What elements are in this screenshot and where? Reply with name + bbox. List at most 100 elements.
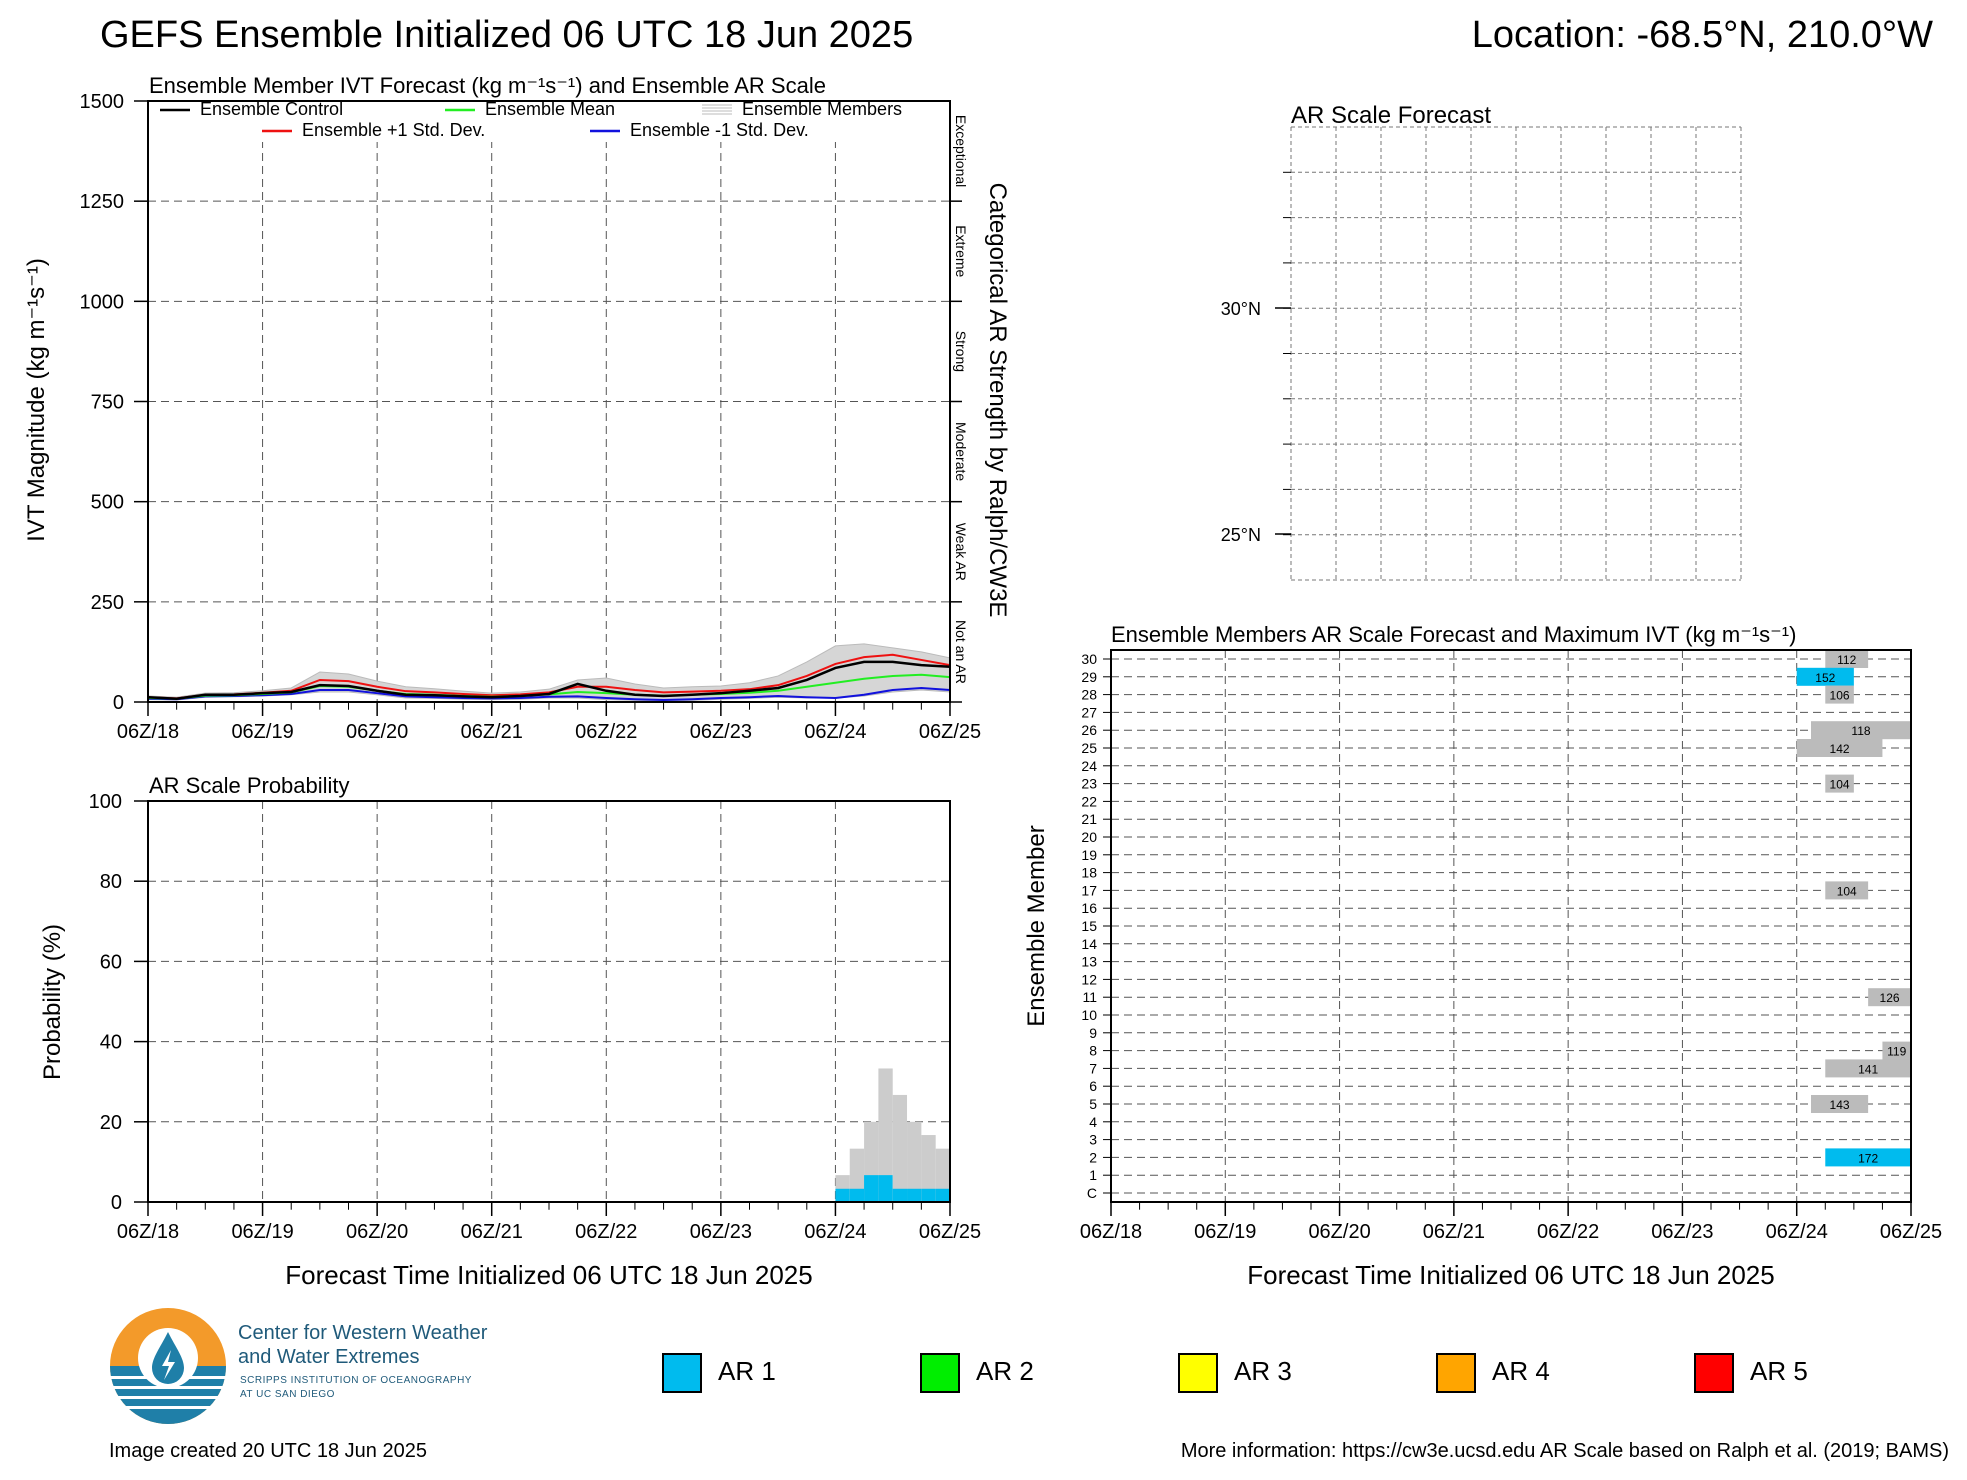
org-subtitle-line2: AT UC SAN DIEGO — [240, 1389, 335, 1400]
y-tick-label: 1000 — [80, 291, 125, 313]
x-tick-label: 06Z/20 — [1308, 1221, 1370, 1243]
location-title: Location: -68.5°N, 210.0°W — [1471, 14, 1933, 56]
member-event-bar — [1825, 650, 1869, 668]
lat-label-30n: 30°N — [1221, 299, 1261, 319]
x-tick-label: 06Z/22 — [1537, 1221, 1599, 1243]
legend-label: Ensemble Members — [742, 99, 902, 119]
org-name-line1: Center for Western Weather — [238, 1322, 488, 1344]
member-label: 28 — [1081, 687, 1097, 703]
member-max-ivt: 141 — [1858, 1062, 1878, 1076]
member-label: 19 — [1081, 847, 1097, 863]
ivt-chart: Ensemble Member IVT Forecast (kg m⁻¹s⁻¹)… — [23, 73, 1011, 743]
member-label: 12 — [1081, 971, 1097, 987]
ar-category-label: Not an AR — [953, 620, 969, 684]
member-event-bar — [1811, 721, 1911, 740]
prob-bar-ar1 — [849, 1188, 865, 1202]
y-tick-label: 750 — [91, 392, 124, 414]
footer-info: More information: https://cw3e.ucsd.edu … — [1180, 1440, 1949, 1462]
y-tick-label: 100 — [89, 791, 122, 813]
member-event-bar — [1825, 1148, 1911, 1167]
members-x-axis-label: Forecast Time Initialized 06 UTC 18 Jun … — [1247, 1260, 1774, 1290]
probability-chart-title: AR Scale Probability — [149, 773, 350, 798]
y-tick-label: 60 — [100, 951, 122, 973]
y-tick-label: 20 — [100, 1112, 122, 1134]
ivt-y-axis-label: IVT Magnitude (kg m⁻¹s⁻¹) — [23, 258, 50, 542]
map-grid — [1275, 126, 1742, 581]
ar-category-labels: Exceptional Extreme Strong Moderate Weak AR N… — [950, 115, 969, 703]
x-tick-label: 06Z/24 — [804, 1221, 866, 1243]
y-tick-label: 1250 — [80, 191, 125, 213]
x-tick-label: 06Z/19 — [231, 721, 293, 743]
member-max-ivt: 126 — [1880, 991, 1900, 1005]
member-event-bar — [1825, 881, 1869, 900]
member-label: 18 — [1081, 865, 1097, 881]
member-event-bar — [1811, 1095, 1869, 1113]
ar-strength-label: Categorical AR Strength by Ralph/CW3E — [984, 183, 1011, 618]
x-tick-label: 06Z/22 — [575, 1221, 637, 1243]
org-name-line2: and Water Extremes — [238, 1346, 420, 1368]
prob-bar-ar1 — [892, 1188, 908, 1202]
members-y-axis-label: Ensemble Member — [1023, 825, 1050, 1026]
x-tick-label: 06Z/19 — [231, 1221, 293, 1243]
member-label: 5 — [1089, 1096, 1097, 1112]
member-label: 17 — [1081, 882, 1097, 898]
member-max-ivt: 143 — [1830, 1098, 1850, 1112]
x-tick-label: 06Z/21 — [1423, 1221, 1485, 1243]
ivt-x-ticks: 06Z/18 06Z/19 06Z/20 06Z/21 06Z/22 06Z/23 06Z/… — [117, 702, 981, 743]
member-label: 22 — [1081, 793, 1097, 809]
legend-label: Ensemble Mean — [485, 99, 615, 119]
x-tick-label: 06Z/20 — [346, 1221, 408, 1243]
member-label: 6 — [1089, 1078, 1097, 1094]
x-tick-label: 06Z/23 — [1651, 1221, 1713, 1243]
member-label: 24 — [1081, 758, 1097, 774]
member-max-ivt: 142 — [1830, 742, 1850, 756]
member-label: 23 — [1081, 776, 1097, 792]
members-x-ticks: 06Z/18 06Z/19 06Z/20 06Z/21 06Z/22 06Z/23 06Z/… — [1080, 1202, 1942, 1243]
prob-bar-ar1 — [935, 1188, 950, 1202]
ivt-legend: Ensemble Control Ensemble Mean Ensemble Me… — [150, 99, 944, 142]
member-label: 20 — [1081, 829, 1097, 845]
prob-bar-ar1 — [878, 1175, 893, 1202]
x-tick-label: 06Z/23 — [690, 721, 752, 743]
lat-label-25n: 25°N — [1221, 525, 1261, 545]
map-title: AR Scale Forecast — [1291, 102, 1491, 129]
x-tick-label: 06Z/24 — [804, 721, 866, 743]
x-tick-label: 06Z/22 — [575, 721, 637, 743]
y-tick-label: 1500 — [80, 91, 125, 113]
org-subtitle-line1: SCRIPPS INSTITUTION OF OCEANOGRAPHY — [240, 1375, 472, 1386]
member-event-bar — [1825, 774, 1854, 793]
members-y-ticks: C123456789101112131415161718192021222324… — [1081, 651, 1111, 1201]
member-event-bar — [1796, 739, 1883, 757]
page-title: GEFS Ensemble Initialized 06 UTC 18 Jun … — [100, 14, 914, 56]
member-label: 30 — [1081, 651, 1097, 667]
probability-y-ticks: 0 20 40 60 80 100 — [89, 791, 148, 1214]
member-event-bar — [1825, 685, 1854, 704]
member-max-ivt: 119 — [1887, 1045, 1906, 1059]
member-max-ivt: 106 — [1830, 689, 1850, 703]
member-max-ivt: 104 — [1837, 884, 1857, 898]
chart-canvas: Ensemble Member IVT Forecast (kg m⁻¹s⁻¹)… — [23, 73, 1942, 1290]
ar1-label: AR 1 — [718, 1356, 776, 1386]
member-label: 27 — [1081, 704, 1097, 720]
ar-category-label: Extreme — [953, 225, 969, 277]
member-label: 14 — [1081, 936, 1097, 952]
x-tick-label: 06Z/21 — [461, 721, 523, 743]
ivt-chart-title: Ensemble Member IVT Forecast (kg m⁻¹s⁻¹)… — [149, 73, 826, 98]
member-label: 10 — [1081, 1007, 1097, 1023]
x-tick-label: 06Z/19 — [1194, 1221, 1256, 1243]
ar-category-label: Strong — [953, 331, 969, 372]
member-event-bar — [1868, 988, 1911, 1007]
member-max-ivt: 112 — [1837, 653, 1856, 667]
x-tick-label: 06Z/23 — [690, 1221, 752, 1243]
footer-created: Image created 20 UTC 18 Jun 2025 — [109, 1440, 427, 1462]
member-max-ivt: 104 — [1830, 778, 1850, 792]
member-label: 2 — [1089, 1149, 1097, 1165]
y-tick-label: 500 — [91, 492, 124, 514]
x-tick-label: 06Z/25 — [1880, 1221, 1942, 1243]
members-chart: Ensemble Members AR Scale Forecast and M… — [1023, 622, 1942, 1290]
ar1-swatch — [662, 1353, 702, 1393]
ar4-label: AR 4 — [1492, 1356, 1550, 1386]
probability-plot-frame — [147, 800, 951, 1203]
x-tick-label: 06Z/20 — [346, 721, 408, 743]
